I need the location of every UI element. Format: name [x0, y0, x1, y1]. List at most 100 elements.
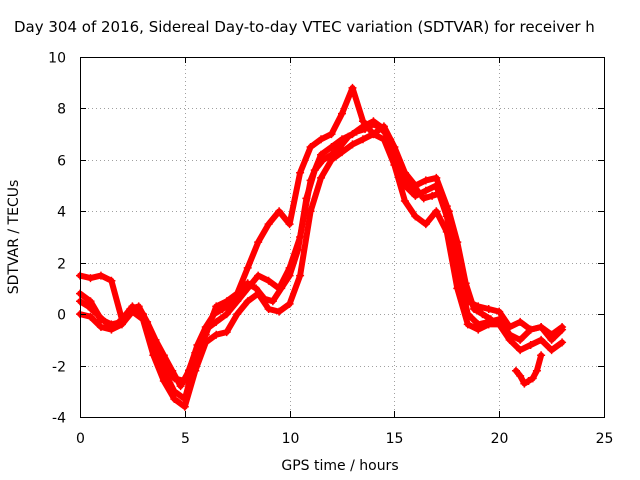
- data-point: [547, 330, 556, 339]
- plot-frame: [80, 57, 605, 418]
- data-point: [516, 335, 525, 344]
- data-point: [254, 271, 263, 280]
- data-point: [285, 271, 294, 280]
- y-axis-label: SDTVAR / TECUs: [6, 180, 22, 295]
- data-point: [453, 284, 462, 293]
- data-point: [478, 310, 487, 319]
- data-point: [558, 338, 567, 347]
- data-point: [537, 323, 546, 331]
- data-point: [306, 143, 315, 151]
- data-point: [96, 323, 105, 331]
- data-point: [453, 238, 462, 247]
- data-point: [254, 238, 263, 247]
- x-axis-label: GPS time / hours: [281, 458, 398, 474]
- data-point: [180, 402, 189, 411]
- data-point: [310, 166, 319, 175]
- data-point: [109, 323, 118, 331]
- data-point: [495, 320, 504, 329]
- data-point: [442, 227, 451, 236]
- data-point: [252, 284, 261, 293]
- data-point: [306, 207, 315, 216]
- data-point: [470, 305, 479, 313]
- data-point: [516, 371, 525, 380]
- y-tick-label: -2: [52, 360, 66, 376]
- y-tick-label: -4: [52, 411, 66, 427]
- data-point: [143, 317, 152, 326]
- data-point: [411, 184, 420, 193]
- series-layer: [76, 83, 567, 411]
- data-point: [516, 317, 525, 326]
- data-point: [201, 323, 210, 331]
- data-point: [264, 276, 273, 285]
- data-point: [558, 323, 567, 331]
- data-point: [168, 366, 177, 375]
- data-point: [474, 325, 483, 334]
- data-point: [516, 346, 525, 355]
- data-point: [386, 135, 395, 144]
- data-point: [361, 125, 370, 133]
- data-point: [212, 302, 221, 311]
- data-point: [537, 351, 546, 360]
- chart-title: Day 304 of 2016, Sidereal Day-to-day VTE…: [14, 18, 595, 36]
- data-point: [511, 366, 520, 375]
- data-point: [432, 173, 441, 182]
- x-tick-label: 25: [596, 431, 614, 447]
- data-point: [264, 220, 273, 229]
- data-point: [520, 379, 529, 388]
- data-point: [377, 125, 386, 133]
- y-tick-label: 6: [57, 154, 66, 170]
- data-point: [461, 279, 470, 288]
- data-point: [394, 155, 403, 164]
- y-tick-label: 4: [57, 205, 66, 221]
- data-point: [421, 186, 430, 195]
- data-point: [84, 302, 93, 311]
- y-tick-label: 2: [57, 257, 66, 273]
- data-point: [327, 143, 336, 151]
- data-point: [86, 297, 95, 306]
- data-point: [317, 173, 326, 182]
- y-tick-label: 10: [48, 51, 66, 67]
- data-point: [275, 307, 284, 316]
- data-point: [212, 330, 221, 339]
- data-point: [285, 299, 294, 308]
- data-point: [222, 328, 231, 337]
- data-point: [92, 310, 101, 319]
- data-point: [327, 130, 336, 139]
- data-point: [436, 189, 445, 198]
- data-point: [285, 220, 294, 229]
- data-point: [268, 297, 277, 306]
- grid: [80, 57, 604, 417]
- data-point: [222, 310, 231, 319]
- x-tick-label: 20: [491, 431, 509, 447]
- data-point: [101, 317, 110, 326]
- data-point: [484, 305, 493, 313]
- data-point: [532, 366, 541, 375]
- series-track-4: [77, 120, 494, 390]
- data-point: [358, 135, 367, 144]
- data-point: [421, 220, 430, 229]
- y-tick-label: 8: [57, 102, 66, 118]
- data-point: [419, 194, 428, 203]
- data-point: [411, 212, 420, 221]
- data-point: [176, 382, 185, 391]
- data-point: [369, 119, 378, 128]
- data-point: [463, 320, 472, 329]
- data-point: [547, 346, 556, 355]
- data-point: [264, 305, 273, 313]
- data-point: [275, 207, 284, 216]
- data-point: [296, 271, 305, 280]
- data-point: [444, 207, 453, 216]
- data-point: [317, 135, 326, 144]
- data-point: [486, 315, 495, 324]
- data-point: [96, 271, 105, 280]
- data-point: [432, 207, 441, 216]
- data-point: [296, 168, 305, 177]
- data-point: [400, 197, 409, 205]
- data-point: [428, 191, 437, 200]
- data-point: [484, 320, 493, 329]
- data-point: [338, 109, 346, 118]
- data-point: [344, 132, 353, 141]
- data-point: [243, 263, 252, 272]
- data-point: [348, 83, 357, 92]
